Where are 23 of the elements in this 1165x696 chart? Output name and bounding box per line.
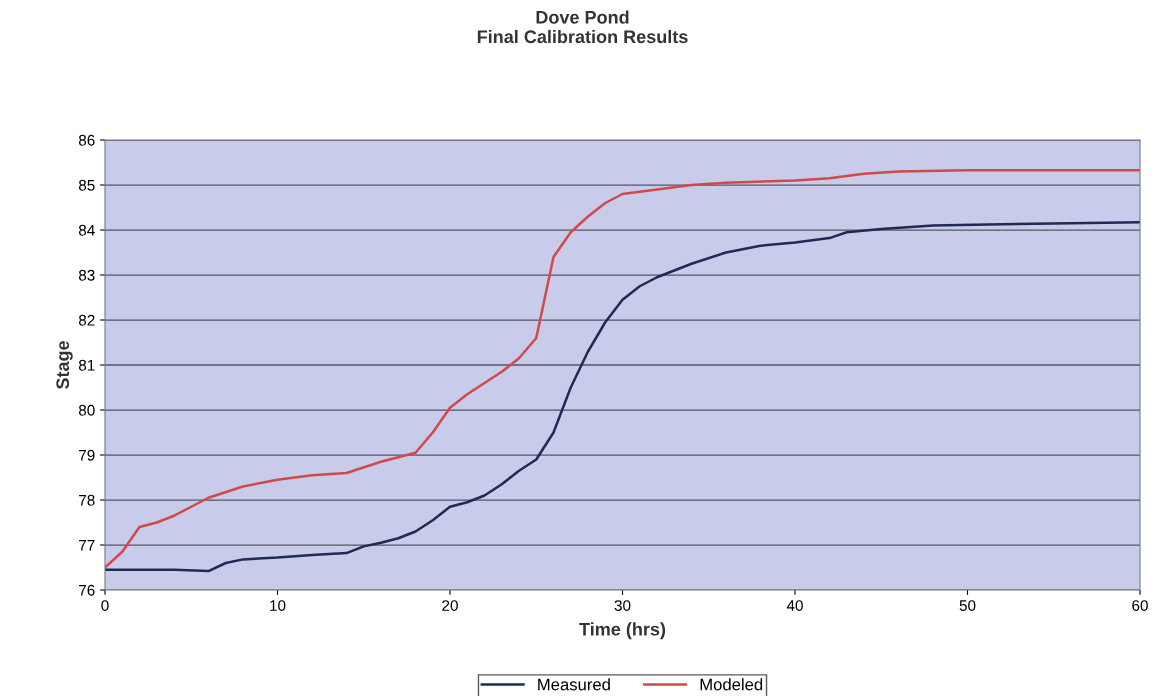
x-tick-label: 60 <box>1132 600 1148 611</box>
x-tick-label: 10 <box>270 600 286 611</box>
y-tick-label: 77 <box>79 540 95 551</box>
x-tick-label: 30 <box>614 600 631 611</box>
legend-label: Modeled <box>700 678 763 691</box>
x-tick-label: 50 <box>959 600 976 611</box>
y-tick-label: 85 <box>78 179 95 191</box>
chart-title: Dove Pond Final Calibration Results <box>477 10 688 44</box>
x-tick-label: 20 <box>442 600 458 611</box>
y-tick-label: 82 <box>78 314 95 326</box>
y-tick-label: 78 <box>79 494 95 506</box>
legend-label: Measured <box>538 678 610 691</box>
x-tick-label: 40 <box>786 600 803 611</box>
y-tick-label: 80 <box>78 404 95 416</box>
y-tick-label: 76 <box>79 584 95 596</box>
y-axis-title: Stage <box>56 341 73 390</box>
y-tick-label: 86 <box>78 134 95 146</box>
y-tick-label: 81 <box>78 359 95 371</box>
y-tick-label: 83 <box>78 269 95 281</box>
y-tick-label: 84 <box>78 224 95 236</box>
y-tick-label: 79 <box>79 449 95 461</box>
x-axis-title: Time (hrs) <box>579 622 666 640</box>
x-tick-label: 0 <box>101 600 109 611</box>
